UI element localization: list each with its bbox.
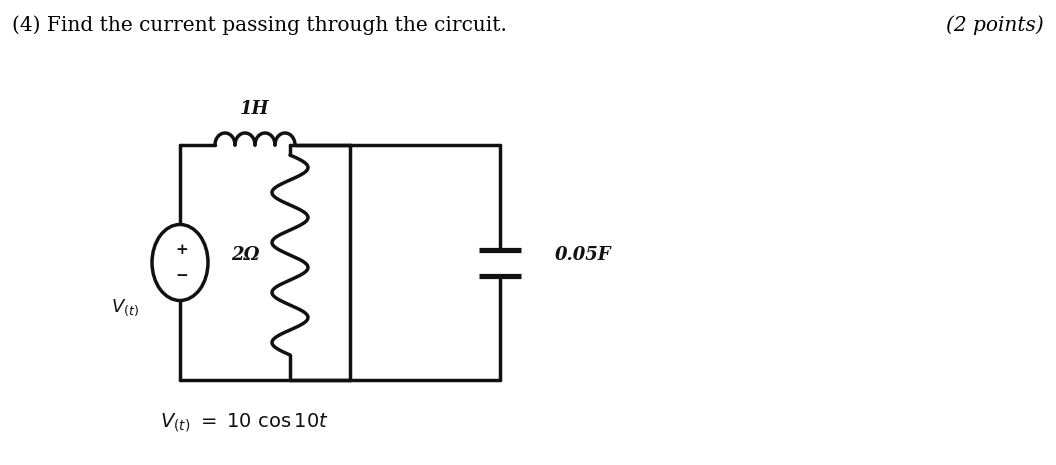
Text: (2 points): (2 points) bbox=[946, 15, 1044, 35]
Text: 0.05F: 0.05F bbox=[555, 246, 611, 264]
Text: −: − bbox=[175, 268, 188, 283]
Text: 1H: 1H bbox=[241, 100, 269, 118]
Ellipse shape bbox=[152, 225, 208, 300]
Text: +: + bbox=[175, 243, 188, 257]
Text: 2Ω: 2Ω bbox=[231, 246, 260, 264]
Text: $V_{(t)}$: $V_{(t)}$ bbox=[111, 297, 139, 318]
Text: $V_{(t)}\ =\ 10\ \mathrm{cos}\,10t$: $V_{(t)}\ =\ 10\ \mathrm{cos}\,10t$ bbox=[161, 412, 328, 434]
Text: (4) Find the current passing through the circuit.: (4) Find the current passing through the… bbox=[12, 15, 507, 35]
